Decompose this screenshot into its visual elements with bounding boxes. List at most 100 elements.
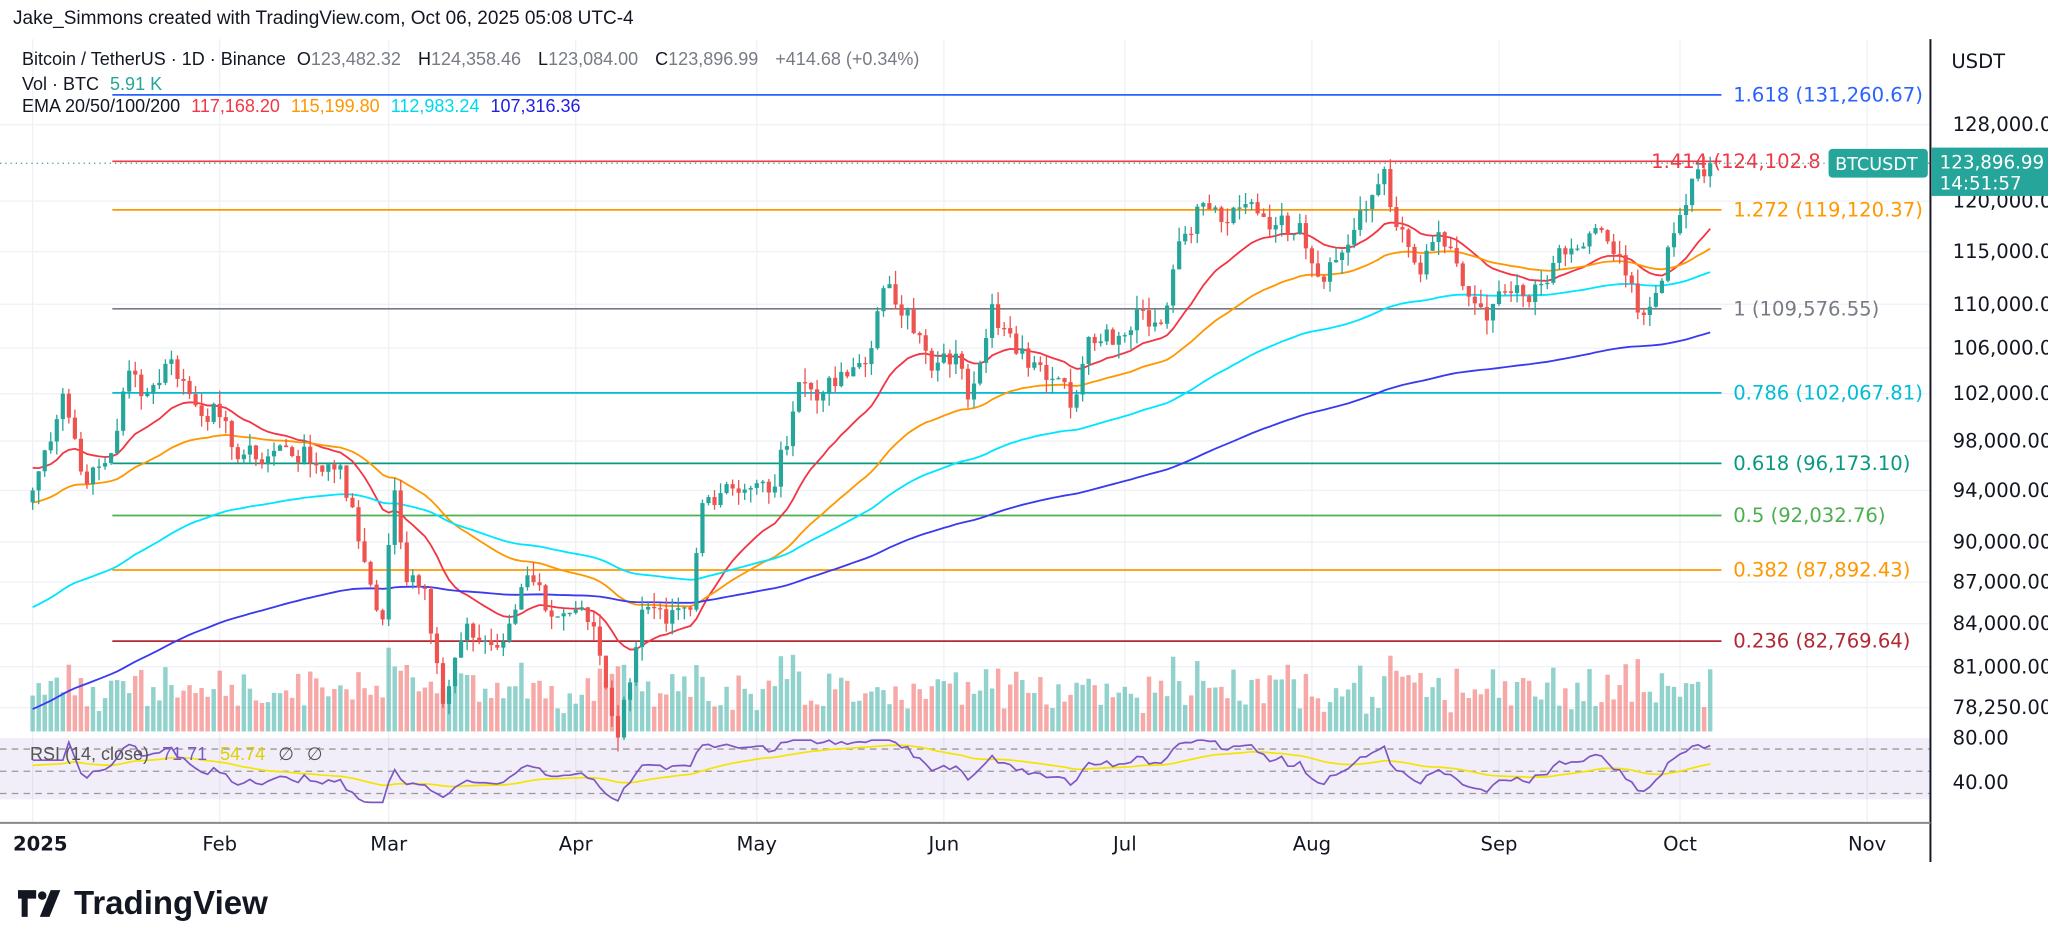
candle [947,353,952,365]
candle [1358,210,1363,230]
candle [1569,248,1574,255]
candle [543,585,548,611]
candle [917,333,922,336]
volume-bar [1285,664,1291,732]
volume-bar [676,691,681,732]
volume-bar [1689,683,1695,732]
volume-bar [513,686,518,732]
candle [1436,232,1441,243]
volume-bar [905,708,910,732]
tradingview-logo[interactable]: TradingView [18,884,268,922]
candle [1460,263,1465,287]
volume-bar [60,692,66,732]
candle [519,587,524,610]
volume-bar [1370,696,1375,732]
volume-bar [1303,673,1309,732]
volume-bar [175,697,180,732]
candle [428,588,434,634]
candle [380,610,385,620]
volume-bar [1001,708,1007,732]
volume-bar [476,701,482,732]
candle [784,446,790,450]
candle [676,608,681,611]
volume-bar [567,693,572,732]
volume-bar [289,697,295,732]
volume-bar [706,700,711,732]
candle [1599,228,1604,231]
candle [1104,329,1109,342]
time-tick: 2025 [13,832,68,855]
volume-bar [133,675,138,732]
candle [1412,246,1417,263]
candle [253,445,259,460]
volume-legend: Vol · BTC 5.91 K [22,74,163,94]
candle [1146,310,1152,327]
volume-bar [832,689,838,732]
candle [1677,215,1683,234]
volume-bar [1599,702,1604,732]
volume-bar [84,706,90,732]
volume-bar [911,683,916,732]
candle [1527,296,1532,303]
volume-bar [247,688,253,732]
candle [72,417,77,439]
candle [1026,348,1031,368]
candle [368,561,373,585]
volume-bar [1164,696,1170,732]
volume-bar [995,668,1001,732]
volume-bar [929,686,934,732]
volume-bar [820,705,826,732]
candle [863,362,868,365]
volume-bar [555,708,560,732]
candle [66,393,71,418]
candle [465,623,470,641]
candle [857,362,862,368]
volume-bar [1436,677,1441,732]
price-tick: 115,000.00 [1953,240,2048,263]
candle [434,633,440,664]
price-tick: 106,000.00 [1953,337,2048,360]
volume-bar [1496,697,1502,732]
candle [694,553,699,610]
candle [760,481,765,484]
candle [1484,307,1490,321]
volume-bar [1418,673,1423,732]
candle [1370,195,1375,210]
candle [271,450,277,457]
candle [851,367,856,377]
candle [440,663,446,704]
volume-bar [1345,689,1351,732]
volume-bar [1551,667,1556,732]
candle [615,716,621,738]
time-tick: Oct [1663,832,1697,855]
rsi-ma-value: 54.74 [220,744,266,764]
time-tick: May [737,832,777,855]
candle [1575,248,1580,250]
volume-bar [1062,701,1067,732]
candle [181,378,186,381]
candle [1285,215,1290,234]
volume-bar [959,704,965,732]
volume-bar [1189,695,1194,732]
candle [1225,221,1230,224]
candle [1346,244,1351,253]
candle [1454,248,1459,264]
candle [935,362,940,371]
volume-bar [199,688,204,732]
candle [1171,269,1176,306]
volume-bar [374,685,379,732]
candle [1593,228,1598,234]
volume-bar [259,702,265,732]
volume-bar [314,678,319,732]
volume-bar [501,698,506,732]
candle [712,497,717,505]
candle [766,481,771,493]
volume-bar [1508,705,1514,732]
candle [1195,206,1200,234]
volume-bar [826,673,832,732]
volume-bar [1020,679,1025,732]
candle [471,623,476,638]
candle [217,403,222,418]
chart-credit: Jake_Simmons created with TradingView.co… [13,8,634,29]
